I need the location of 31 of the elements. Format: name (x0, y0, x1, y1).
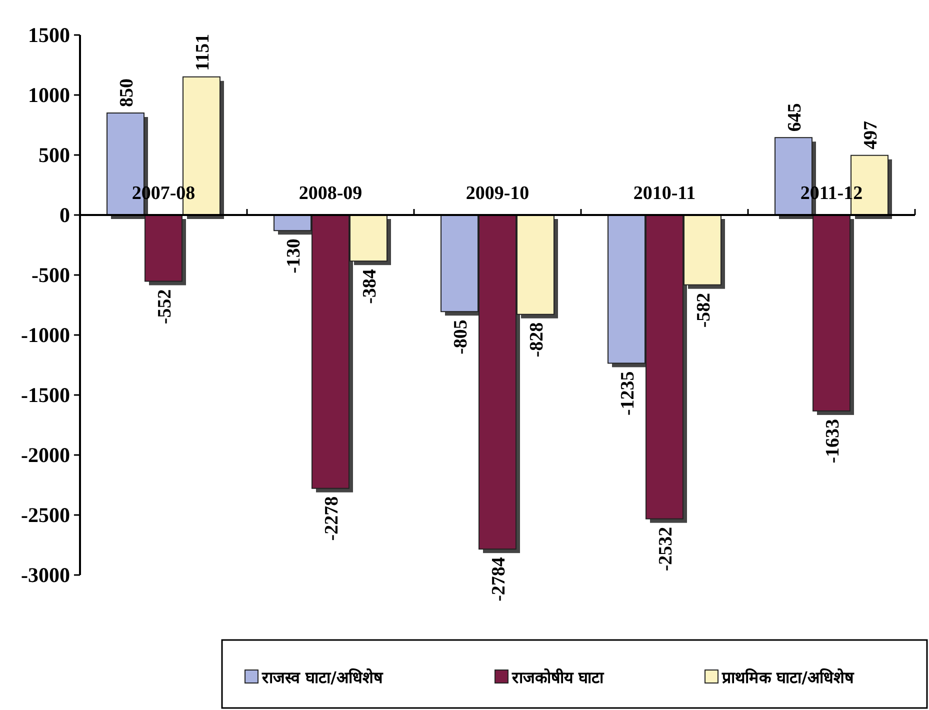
data-label: 497 (860, 120, 882, 150)
y-tick-label: -1000 (21, 323, 70, 347)
data-label: -828 (526, 322, 548, 358)
y-tick-label: -2000 (21, 443, 70, 467)
data-label: -130 (284, 238, 304, 274)
x-tick-label: 2008-09 (298, 183, 362, 204)
data-label: -2784 (488, 556, 510, 602)
legend-label: प्राथमिक घाटा/अधिशेष (721, 668, 854, 687)
y-tick-label: 1500 (28, 23, 70, 47)
y-tick-label: -2500 (21, 503, 70, 527)
y-tick-label: -500 (32, 263, 70, 287)
y-tick-label: 500 (38, 143, 70, 167)
legend-label: राजस्व घाटा/अधिशेष (261, 668, 384, 687)
data-label: 1151 (192, 34, 214, 71)
data-label: -384 (360, 268, 380, 304)
y-tick-label: 1000 (28, 83, 70, 107)
data-label: -1235 (618, 371, 638, 416)
legend-label: राजकोषीय घाटा (511, 668, 605, 687)
y-tick-label: -1500 (21, 383, 70, 407)
x-tick-label: 2009-10 (466, 183, 530, 204)
data-label: -1633 (822, 418, 844, 464)
data-label: -805 (450, 320, 472, 354)
data-label: -2532 (656, 526, 676, 572)
y-tick-label: 0 (60, 203, 70, 227)
data-label: -552 (154, 289, 176, 324)
data-label: -582 (694, 292, 714, 328)
data-label: 850 (116, 78, 138, 107)
x-tick-label: 2010-11 (633, 183, 696, 204)
y-tick-label: -3000 (21, 563, 70, 587)
data-label: 645 (784, 103, 806, 132)
data-label: -2278 (322, 496, 342, 541)
